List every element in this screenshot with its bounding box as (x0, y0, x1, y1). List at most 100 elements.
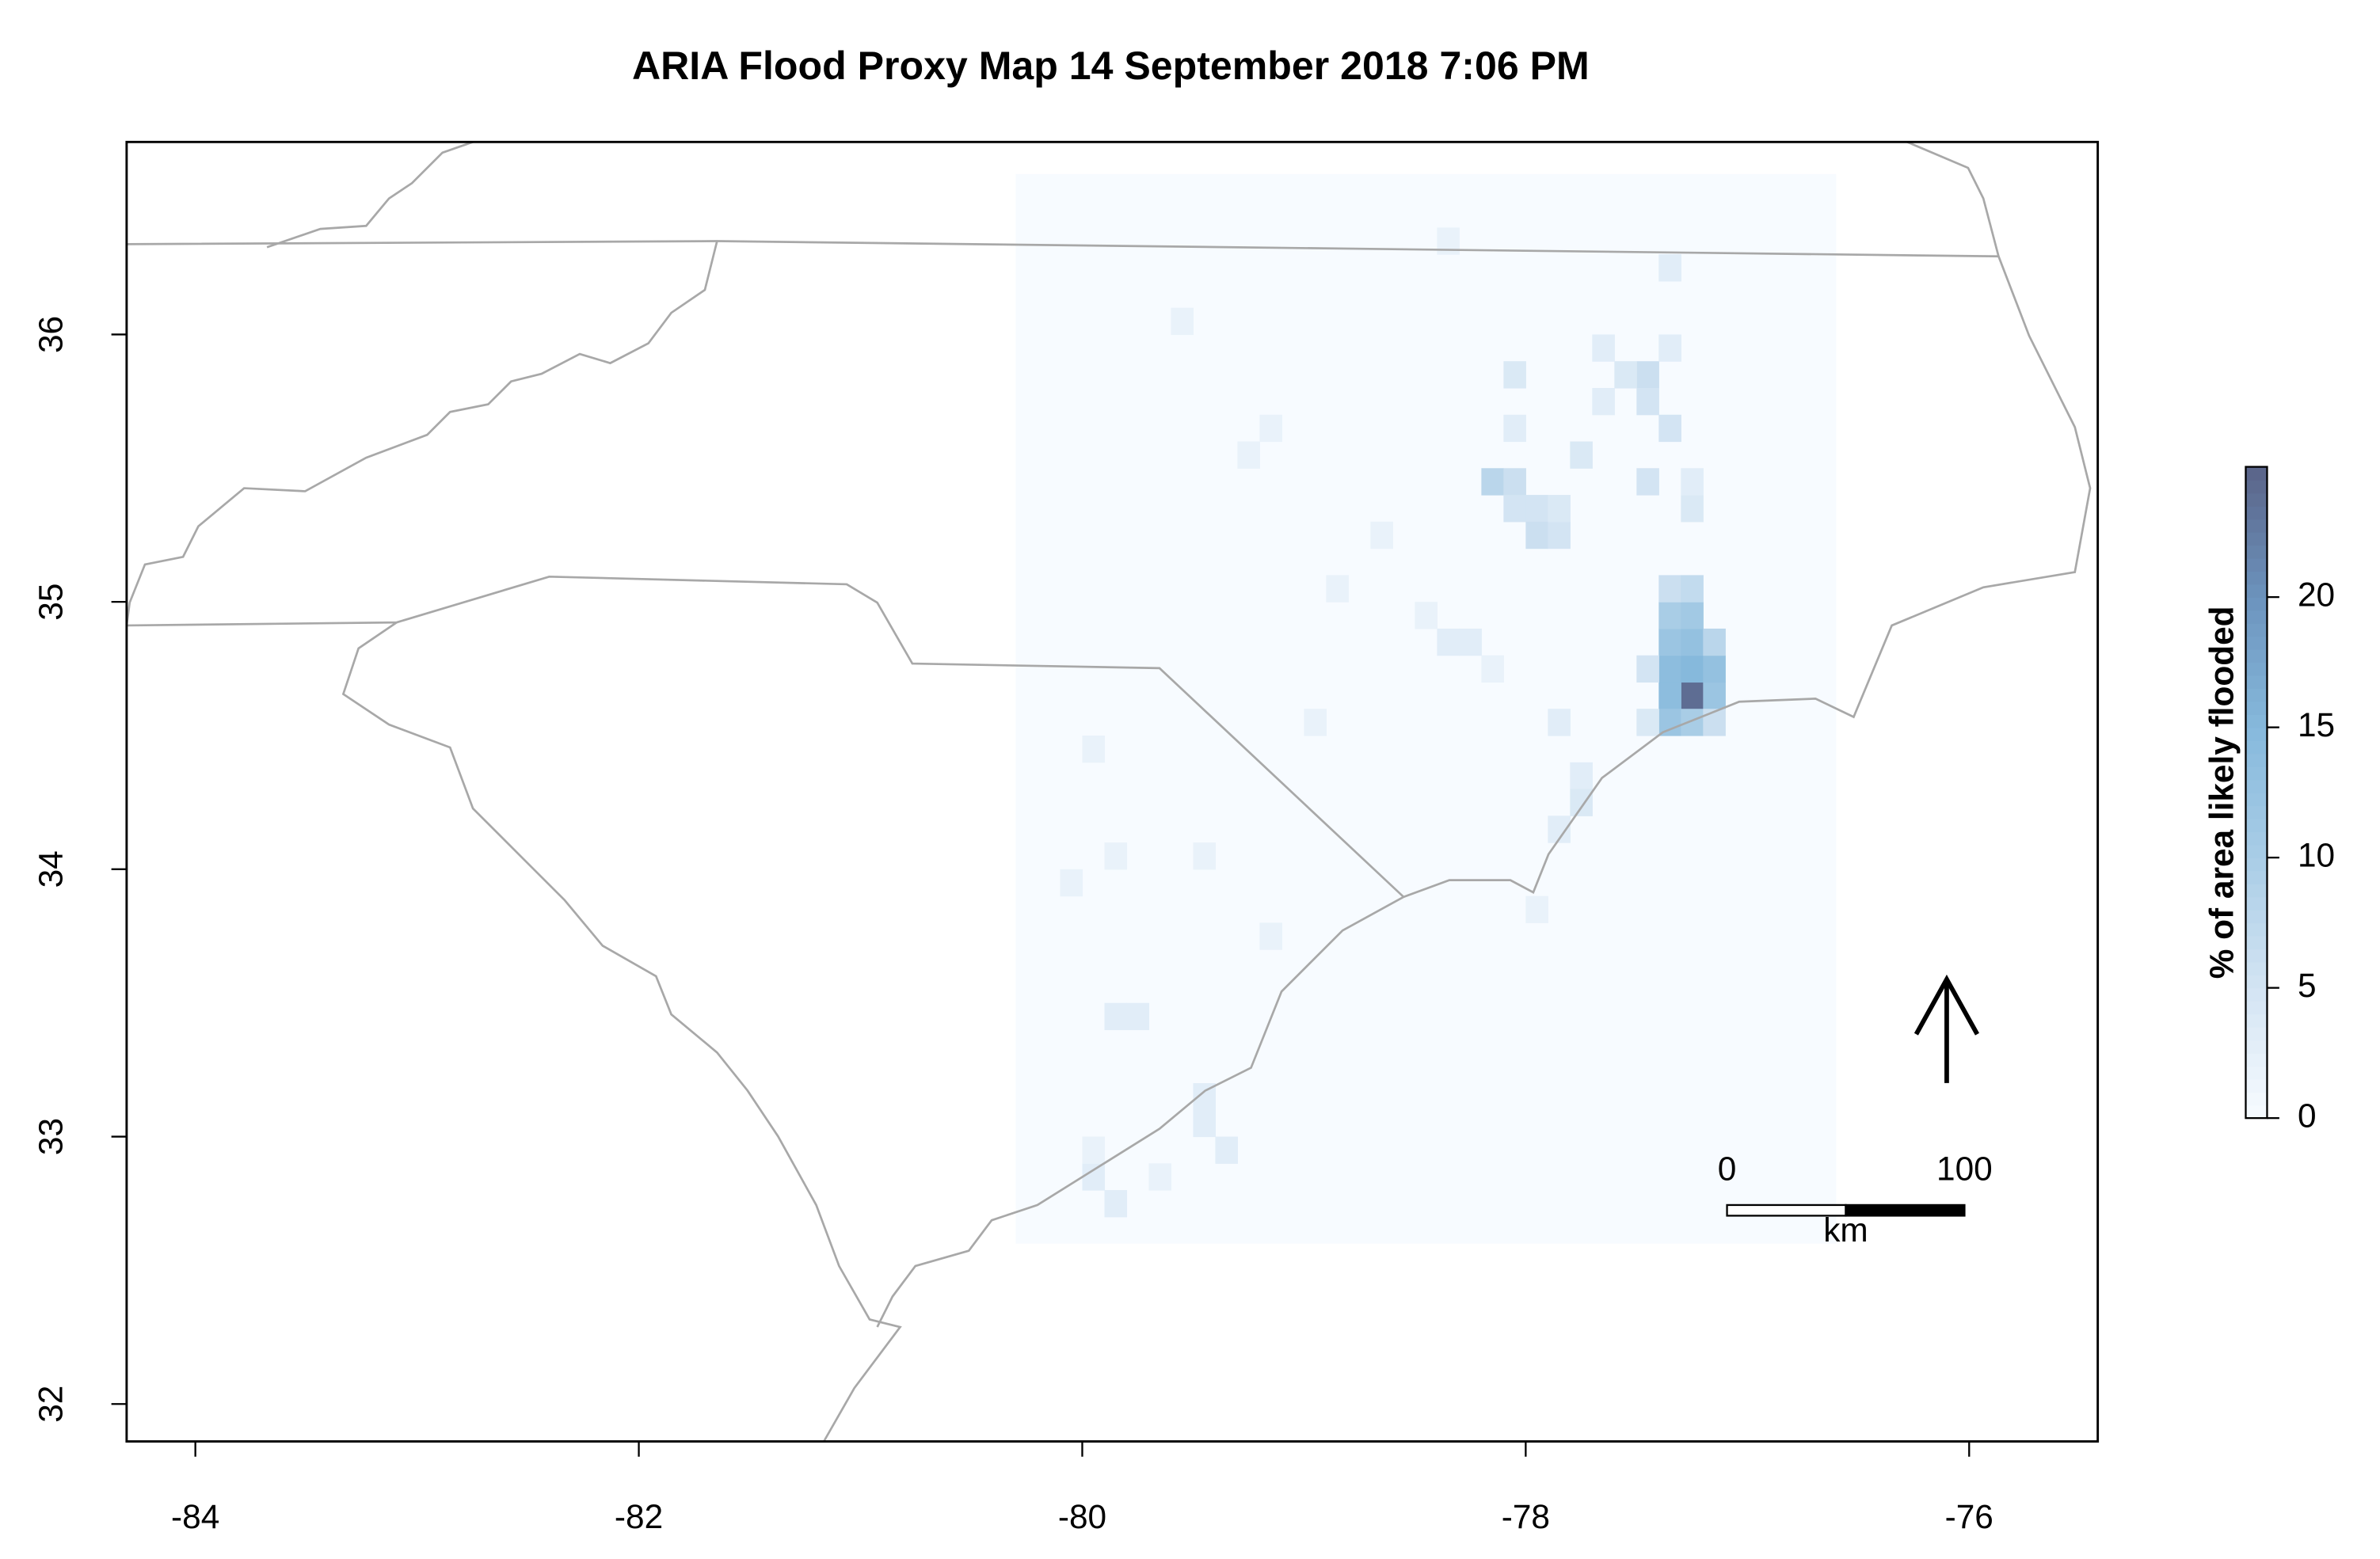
colorbar-strip (2245, 831, 2268, 846)
raster-cell (1658, 682, 1681, 709)
raster-cell (1681, 655, 1704, 683)
colorbar-strip (2245, 492, 2268, 507)
colorbar-strip (2245, 571, 2268, 585)
raster-cell (1060, 869, 1083, 897)
raster-cell (1415, 602, 1438, 629)
raster-cell (1304, 709, 1327, 736)
colorbar-strip (2245, 662, 2268, 676)
colorbar-strip (2245, 480, 2268, 494)
colorbar-strip (2245, 1026, 2268, 1041)
colorbar-strip (2245, 779, 2268, 793)
colorbar-strip (2245, 688, 2268, 702)
y-tick-label: 35 (32, 584, 70, 621)
raster-cell (1082, 1163, 1106, 1191)
colorbar-strip (2245, 1105, 2268, 1119)
colorbar-strip (2245, 922, 2268, 937)
raster-cell (1658, 602, 1681, 629)
raster-cell (1437, 628, 1460, 656)
sc-ga-border (341, 621, 902, 1443)
nc-tn-border (125, 241, 718, 626)
colorbar-tick-label: 5 (2298, 967, 2317, 1004)
raster-cell (1681, 709, 1704, 736)
colorbar-strip (2245, 1052, 2268, 1067)
colorbar-strip (2245, 884, 2268, 898)
raster-cell (1525, 521, 1548, 549)
colorbar-strip (2245, 623, 2268, 637)
raster-cell (1548, 709, 1571, 736)
va-border (266, 141, 474, 249)
raster-cell (1614, 361, 1637, 389)
x-tick-label: -82 (615, 1498, 663, 1535)
raster-cell (1104, 842, 1128, 870)
colorbar-strip (2245, 909, 2268, 924)
raster-cell (1259, 414, 1282, 443)
colorbar-tick-label: 15 (2298, 706, 2335, 743)
colorbar-tick-label: 10 (2298, 836, 2335, 873)
colorbar-strip (2245, 805, 2268, 819)
raster-cell (1548, 521, 1571, 549)
scale-bar-label: 0 (1718, 1150, 1737, 1188)
colorbar-strip (2245, 896, 2268, 911)
raster-cell (1636, 387, 1659, 416)
raster-cell (1570, 789, 1593, 816)
raster-cell (1681, 682, 1704, 709)
colorbar-strip (2245, 1078, 2268, 1093)
colorbar-strip (2245, 1013, 2268, 1028)
colorbar-label: % of area likely flooded (2203, 606, 2241, 979)
colorbar-strip (2245, 961, 2268, 975)
y-tick-label: 34 (32, 850, 70, 888)
colorbar-strip (2245, 531, 2268, 546)
raster-cell (1681, 575, 1704, 603)
colorbar-strip (2245, 584, 2268, 598)
colorbar-strip (2245, 975, 2268, 989)
colorbar-strip (2245, 753, 2268, 767)
plot-frame (125, 140, 2100, 1443)
colorbar-strip (2245, 466, 2268, 481)
raster-cell (1592, 387, 1615, 416)
raster-cell (1104, 1002, 1128, 1031)
raster-cell (1681, 495, 1704, 523)
y-tick-label: 33 (32, 1118, 70, 1155)
north-arrow-head (1914, 974, 1979, 1036)
raster-cell (1525, 895, 1548, 923)
raster-cell (1503, 468, 1526, 496)
colorbar-frame (2245, 466, 2268, 1120)
raster-cell (1681, 628, 1704, 656)
colorbar-strip (2245, 505, 2268, 520)
raster-cell (1703, 628, 1726, 656)
colorbar-strip (2245, 714, 2268, 728)
raster-cell (1259, 922, 1282, 950)
colorbar-strip (2245, 1066, 2268, 1080)
raster-cell (1503, 414, 1526, 443)
north-arrow (1914, 974, 1979, 1083)
raster-cell (1171, 307, 1194, 336)
raster-cell (1525, 495, 1548, 523)
colorbar-strip (2245, 1001, 2268, 1015)
map-outlines (125, 141, 2092, 1443)
nc-sc-border (126, 575, 1405, 898)
raster-cell (1703, 655, 1726, 683)
raster-cell (1082, 1136, 1106, 1164)
colorbar-strip (2245, 557, 2268, 572)
raster-cell (1126, 1002, 1150, 1031)
chart-title: ARIA Flood Proxy Map 14 September 2018 7… (632, 44, 1590, 88)
raster-cell (1193, 1109, 1217, 1138)
colorbar-strip (2245, 935, 2268, 950)
colorbar-strip (2245, 766, 2268, 781)
x-tick-label: -84 (171, 1498, 219, 1535)
raster-cell (1636, 468, 1659, 496)
raster-cell (1636, 361, 1659, 389)
raster-cell (1703, 682, 1726, 709)
y-tick-label: 36 (32, 316, 70, 353)
x-tick-label: -80 (1058, 1498, 1106, 1535)
colorbar-strip (2245, 818, 2268, 832)
raster-cell (1681, 602, 1704, 629)
colorbar-strip (2245, 727, 2268, 741)
raster-cell (1658, 334, 1681, 362)
raster-cell (1193, 842, 1217, 870)
raster-cell (1636, 709, 1659, 736)
colorbar-strip (2245, 545, 2268, 559)
colorbar-strip (2245, 675, 2268, 690)
